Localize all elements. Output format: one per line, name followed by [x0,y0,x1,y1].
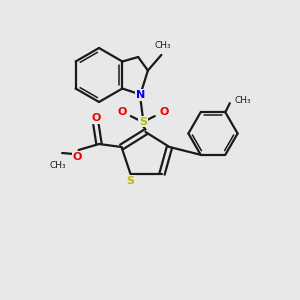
Text: O: O [159,107,169,117]
Text: CH₃: CH₃ [234,96,251,105]
Text: S: S [139,116,147,127]
Text: O: O [72,152,82,162]
Text: O: O [91,113,101,123]
Text: N: N [136,90,145,100]
Text: S: S [127,176,134,186]
Text: CH₃: CH₃ [154,41,171,50]
Text: CH₃: CH₃ [49,161,66,170]
Text: O: O [117,107,127,117]
